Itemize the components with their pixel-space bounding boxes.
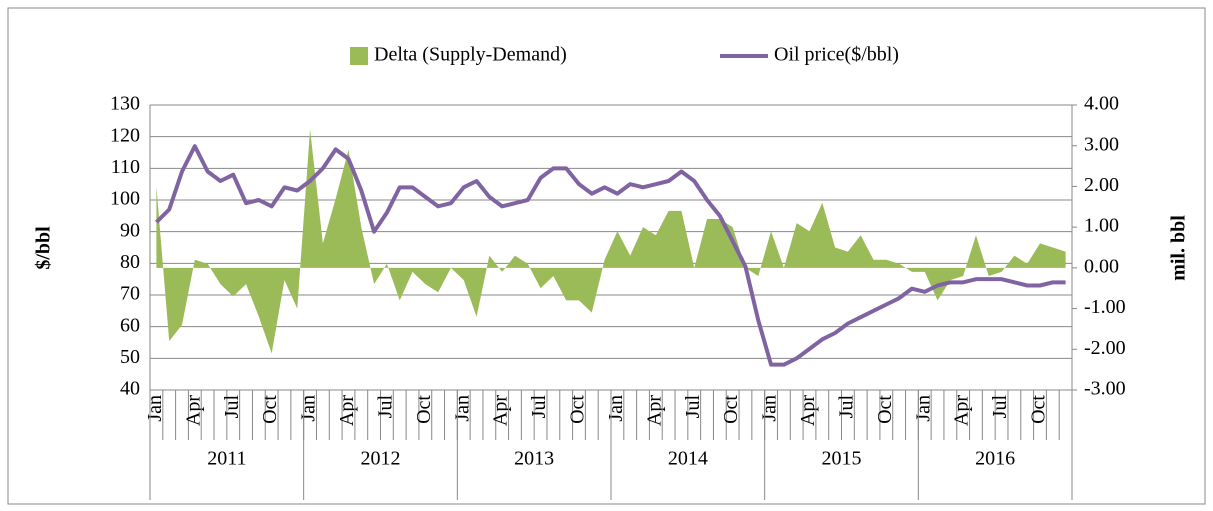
x-tick-label: Oct bbox=[1028, 395, 1050, 424]
x-tick-label: Jul bbox=[835, 395, 857, 419]
year-label: 2013 bbox=[514, 448, 554, 470]
x-tick-label: Apr bbox=[182, 395, 204, 426]
y-axis-title: $/bbl bbox=[33, 226, 55, 270]
x-tick-label: Jan bbox=[759, 395, 781, 422]
y2-tick-label: 3.00 bbox=[1084, 133, 1119, 155]
y2-tick-label: -2.00 bbox=[1084, 337, 1126, 359]
y-tick-label: 120 bbox=[110, 124, 140, 146]
year-label: 2012 bbox=[361, 448, 401, 470]
y-tick-label: 110 bbox=[111, 156, 140, 178]
x-tick-label: Jul bbox=[528, 395, 550, 419]
legend-swatch bbox=[350, 47, 368, 65]
y-tick-label: 90 bbox=[120, 219, 140, 241]
x-tick-label: Apr bbox=[336, 395, 358, 426]
y-tick-label: 60 bbox=[120, 314, 140, 336]
y-tick-label: 50 bbox=[120, 346, 140, 368]
x-tick-label: Oct bbox=[259, 395, 281, 424]
x-tick-label: Jan bbox=[451, 395, 473, 422]
x-tick-label: Oct bbox=[874, 395, 896, 424]
x-tick-label: Apr bbox=[951, 395, 973, 426]
y2-tick-label: 1.00 bbox=[1084, 215, 1119, 237]
y-tick-label: 40 bbox=[120, 378, 140, 400]
x-tick-label: Jul bbox=[682, 395, 704, 419]
line bbox=[154, 144, 1066, 367]
legend-label: Oil price($/bbl) bbox=[774, 44, 899, 66]
x-tick-label: Oct bbox=[567, 395, 589, 424]
y2-tick-label: -3.00 bbox=[1084, 378, 1126, 400]
y2-tick-label: 2.00 bbox=[1084, 174, 1119, 196]
y2-tick-label: -1.00 bbox=[1084, 296, 1126, 318]
y-tick-label: 80 bbox=[120, 251, 140, 273]
x-tick-label: Apr bbox=[490, 395, 512, 426]
x-tick-label: Jan bbox=[605, 395, 627, 422]
x-tick-label: Jul bbox=[221, 395, 243, 419]
y2-tick-label: 0.00 bbox=[1084, 255, 1119, 277]
y-tick-label: 100 bbox=[110, 188, 140, 210]
x-tick-label: Jan bbox=[298, 395, 320, 422]
year-label: 2015 bbox=[822, 448, 862, 470]
y2-axis-title: mil. bbl bbox=[1168, 215, 1190, 281]
legend-label: Delta (Supply-Demand) bbox=[374, 44, 567, 66]
x-tick-label: Oct bbox=[720, 395, 742, 424]
x-tick-label: Jan bbox=[144, 395, 166, 422]
y-tick-label: 130 bbox=[110, 93, 140, 115]
x-tick-label: Apr bbox=[797, 395, 819, 426]
x-tick-label: Apr bbox=[643, 395, 665, 426]
area bbox=[156, 129, 1066, 354]
y-tick-label: 70 bbox=[120, 283, 140, 305]
x-tick-label: Jul bbox=[374, 395, 396, 419]
x-tick-label: Jul bbox=[989, 395, 1011, 419]
year-label: 2011 bbox=[207, 448, 246, 470]
x-tick-label: Oct bbox=[413, 395, 435, 424]
year-label: 2016 bbox=[975, 448, 1015, 470]
year-label: 2014 bbox=[668, 448, 708, 470]
x-tick-label: Jan bbox=[912, 395, 934, 422]
y2-tick-label: 4.00 bbox=[1084, 93, 1119, 115]
